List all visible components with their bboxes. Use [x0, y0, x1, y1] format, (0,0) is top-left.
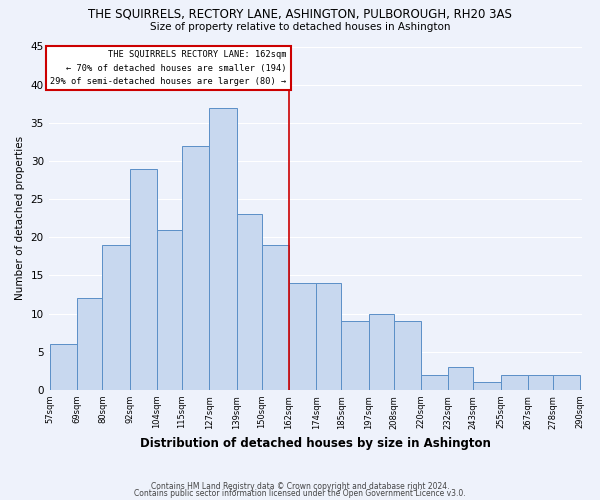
Bar: [182, 146, 209, 390]
Y-axis label: Number of detached properties: Number of detached properties: [15, 136, 25, 300]
Bar: [316, 283, 341, 390]
Text: THE SQUIRRELS, RECTORY LANE, ASHINGTON, PULBOROUGH, RH20 3AS: THE SQUIRRELS, RECTORY LANE, ASHINGTON, …: [88, 8, 512, 20]
Bar: [50, 344, 77, 390]
Bar: [448, 367, 473, 390]
Bar: [341, 321, 368, 390]
Bar: [289, 283, 316, 390]
Bar: [262, 245, 289, 390]
Text: Contains public sector information licensed under the Open Government Licence v3: Contains public sector information licen…: [134, 490, 466, 498]
Bar: [77, 298, 103, 390]
Bar: [368, 314, 394, 390]
Text: THE SQUIRRELS RECTORY LANE: 162sqm
← 70% of detached houses are smaller (194)
29: THE SQUIRRELS RECTORY LANE: 162sqm ← 70%…: [50, 50, 287, 86]
Bar: [473, 382, 500, 390]
Text: Size of property relative to detached houses in Ashington: Size of property relative to detached ho…: [150, 22, 450, 32]
Text: Contains HM Land Registry data © Crown copyright and database right 2024.: Contains HM Land Registry data © Crown c…: [151, 482, 449, 491]
Bar: [130, 168, 157, 390]
Bar: [553, 374, 580, 390]
Bar: [528, 374, 553, 390]
X-axis label: Distribution of detached houses by size in Ashington: Distribution of detached houses by size …: [140, 437, 491, 450]
Bar: [421, 374, 448, 390]
Bar: [103, 245, 130, 390]
Bar: [157, 230, 182, 390]
Bar: [236, 214, 262, 390]
Bar: [500, 374, 528, 390]
Bar: [394, 321, 421, 390]
Bar: [209, 108, 236, 390]
